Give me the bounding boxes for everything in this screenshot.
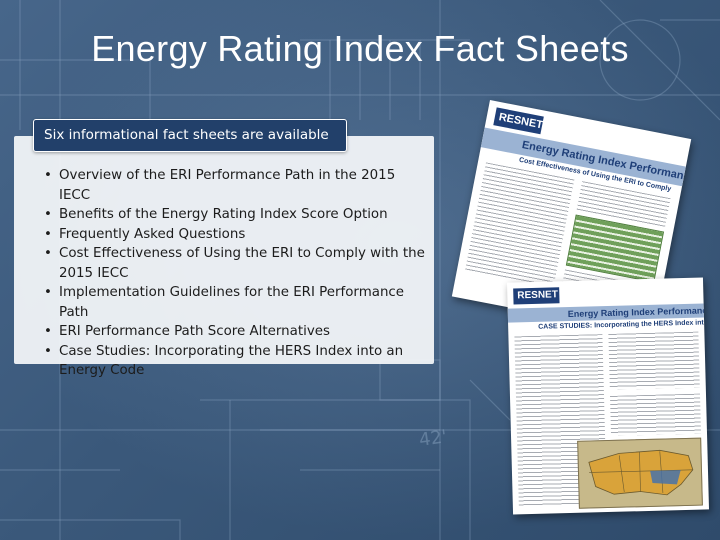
list-item: Case Studies: Incorporating the HERS Ind… (44, 342, 428, 381)
fact-sheet-list: Overview of the ERI Performance Path in … (44, 166, 428, 381)
list-item: Implementation Guidelines for the ERI Pe… (44, 283, 428, 322)
banner-text: Six informational fact sheets are availa… (44, 127, 329, 143)
svg-text:42': 42' (418, 426, 449, 451)
us-map-icon (588, 449, 694, 496)
resnet-logo: RESNET (513, 287, 560, 305)
text-column-left (465, 162, 575, 288)
list-item: Benefits of the Energy Rating Index Scor… (44, 205, 428, 225)
list-item: ERI Performance Path Score Alternatives (44, 322, 428, 342)
fact-sheet-thumbnail-case-study: RESNET Energy Rating Index Performance P… (506, 277, 710, 515)
list-item: Overview of the ERI Performance Path in … (44, 166, 428, 205)
text-column-right (608, 331, 700, 390)
text-column-right-mid (609, 393, 702, 436)
list-item: Cost Effectiveness of Using the ERI to C… (44, 244, 428, 283)
us-map-figure (577, 437, 703, 509)
slide-title: Energy Rating Index Fact Sheets (91, 28, 629, 69)
list-item: Frequently Asked Questions (44, 225, 428, 245)
subtitle-banner: Six informational fact sheets are availa… (33, 119, 347, 152)
